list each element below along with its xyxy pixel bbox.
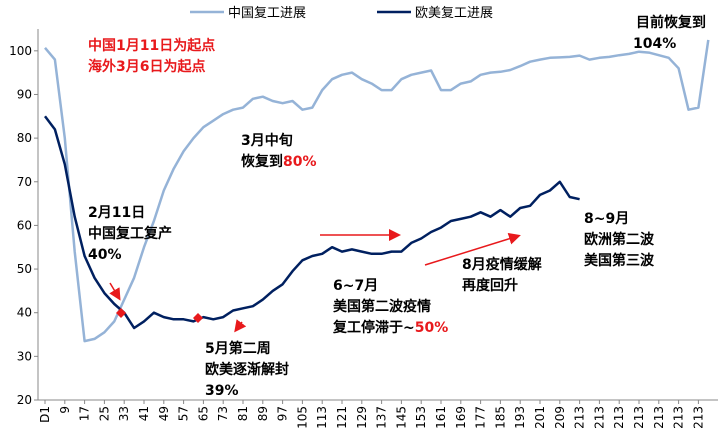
legend-label: 中国复工进展: [228, 6, 306, 21]
x-tick-label: 49: [157, 406, 171, 421]
arrow: [234, 319, 247, 333]
x-tick-label: 17: [78, 406, 92, 421]
arrow: [424, 232, 521, 266]
x-tick-label: 193: [513, 406, 527, 429]
x-tick-label: 105: [295, 406, 309, 429]
x-tick-label: 121: [335, 406, 349, 429]
y-tick-label: 70: [17, 175, 32, 189]
x-tick-label: 129: [355, 406, 369, 429]
annotation-line: 欧洲第二波: [584, 231, 655, 248]
annotation-text: 5月第二周: [205, 340, 271, 357]
x-tick-label: 201: [533, 406, 547, 429]
legend-label: 欧美复工进展: [415, 6, 493, 21]
y-tick-label: 90: [17, 87, 32, 101]
annotation-text: 恢复到: [241, 153, 283, 170]
annotation-line: 复工停滞于~50%: [332, 319, 448, 336]
annotation-line: 2月11日: [88, 205, 145, 221]
y-tick-label: 80: [17, 131, 32, 145]
x-tick-label: 213: [632, 406, 646, 429]
annotation-text: 欧洲第二波: [584, 231, 655, 248]
x-tick-label: 213: [652, 406, 666, 429]
x-tick-label: 213: [612, 406, 626, 429]
x-tick-label: 209: [553, 406, 567, 429]
annotation-text: 8月疫情缓解: [462, 256, 542, 273]
x-tick-label: 213: [691, 406, 705, 429]
y-tick-label: 100: [9, 44, 32, 58]
annotation-text: 中国复工复产: [88, 225, 172, 242]
annotation-highlight: 40%: [88, 247, 122, 263]
x-tick-label: 97: [276, 406, 290, 421]
x-tick-label: 41: [137, 406, 151, 421]
x-tick-label: 73: [216, 406, 230, 421]
annotation-highlight: 104%: [633, 36, 676, 52]
marker-diamond: [193, 313, 203, 323]
x-tick-label: 137: [375, 406, 389, 429]
annotation-text: 复工停滞于~: [332, 319, 415, 336]
series-line: [44, 39, 710, 343]
x-tick-label: 213: [672, 406, 686, 429]
annotation-line: 3月中旬: [241, 132, 293, 149]
x-tick-label: 65: [196, 406, 210, 421]
annotation-text: 6~7月: [333, 278, 378, 294]
y-tick-label: 30: [17, 349, 32, 363]
x-tick-label: D1: [38, 406, 52, 423]
annotation-text: 2月11日: [88, 205, 145, 221]
annotation-text: 欧美逐渐解封: [205, 361, 289, 378]
annotation-highlight: 50%: [415, 320, 449, 336]
y-tick-label: 50: [17, 262, 32, 276]
x-tick-label: 25: [97, 406, 111, 421]
x-tick-label: 57: [177, 406, 191, 421]
arrow: [109, 282, 121, 301]
annotation-line: 再度回升: [462, 277, 518, 294]
annotation-highlight: 80%: [283, 154, 317, 170]
annotation-text: 8~9月: [584, 211, 629, 227]
annotation-text: 美国第三波: [584, 252, 655, 269]
annotation-line: 目前恢复到: [636, 14, 706, 31]
annotation-text: 再度回升: [462, 277, 518, 294]
x-tick-label: 213: [573, 406, 587, 429]
x-tick-label: 9: [58, 406, 72, 414]
annotation-text: 中国1月11日为起点: [88, 37, 215, 54]
annotation-line: 8月疫情缓解: [462, 256, 542, 273]
y-tick-label: 20: [17, 393, 32, 407]
x-tick-label: 213: [592, 406, 606, 429]
annotation-line: 海外3月6日为起点: [88, 58, 205, 75]
annotation-line: 6~7月: [333, 278, 378, 294]
annotation-line: 中国复工复产: [88, 225, 172, 242]
annotation-line: 美国第三波: [584, 252, 655, 269]
marker-diamond: [116, 308, 126, 318]
x-tick-label: 161: [434, 406, 448, 429]
annotation-text: 目前恢复到: [636, 14, 706, 31]
annotation-text: 3月中旬: [241, 132, 293, 149]
annotation-line: 中国1月11日为起点: [88, 37, 215, 54]
arrows: [109, 229, 521, 333]
x-tick-label: 145: [394, 406, 408, 429]
annotation-highlight: 39%: [205, 383, 239, 399]
x-tick-label: 113: [315, 406, 329, 429]
annotation-text: 海外3月6日为起点: [88, 58, 205, 75]
annotation-line: 5月第二周: [205, 340, 271, 357]
x-tick-label: 153: [414, 406, 428, 429]
annotation-line: 欧美逐渐解封: [205, 361, 289, 378]
y-tick-label: 60: [17, 218, 32, 232]
annotation-line: 美国第二波疫情: [333, 298, 431, 315]
annotation-text: 美国第二波疫情: [333, 298, 431, 315]
x-tick-label: 169: [454, 406, 468, 429]
x-tick-label: 177: [474, 406, 488, 429]
x-tick-label: 185: [493, 406, 507, 429]
annotation-line: 8~9月: [584, 211, 629, 227]
x-tick-label: 33: [117, 406, 131, 421]
x-tick-label: 89: [256, 406, 270, 421]
y-tick-label: 40: [17, 306, 32, 320]
x-tick-label: 81: [236, 406, 250, 421]
annotation-line: 恢复到80%: [241, 153, 317, 170]
series-line: [44, 115, 580, 330]
